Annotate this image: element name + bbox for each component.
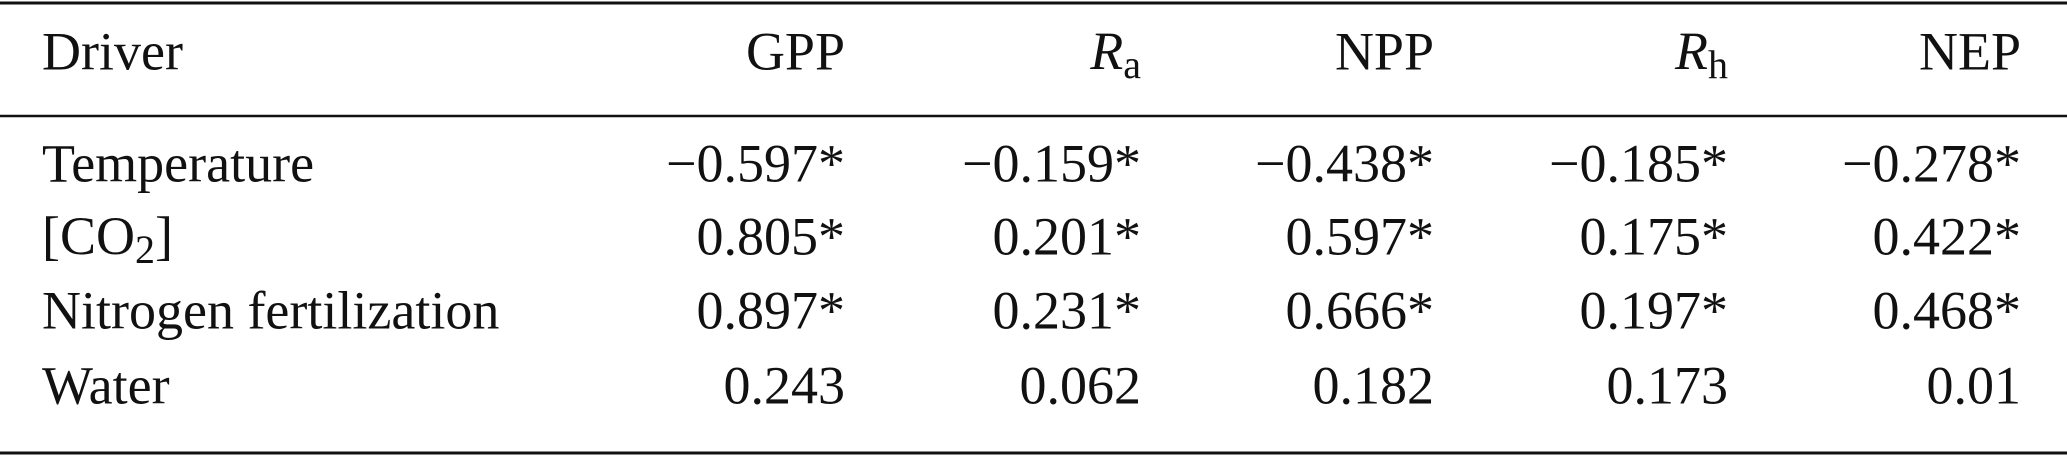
column-header: Ra (1089, 21, 1141, 87)
cell-value: 0.243 (724, 355, 846, 415)
column-header: NPP (1335, 21, 1434, 81)
cell-value: 0.422* (1873, 206, 2022, 266)
cell-value: 0.201* (993, 206, 1142, 266)
cell-value: 0.597* (1286, 206, 1435, 266)
row-label: Nitrogen fertilization (42, 280, 499, 340)
row-label: [CO2] (42, 206, 173, 272)
cell-value: 0.01 (1927, 355, 2022, 415)
cell-value: −0.159* (962, 133, 1141, 193)
text-part: a (1123, 42, 1141, 87)
row-label: Water (42, 355, 170, 415)
cell-value: 0.805* (697, 206, 846, 266)
cell-value: 0.197* (1580, 280, 1729, 340)
text-part: R (1089, 21, 1123, 81)
cell-value: 0.175* (1580, 206, 1729, 266)
cell-value: 0.173 (1607, 355, 1729, 415)
text-part: ] (155, 206, 173, 266)
cell-value: −0.438* (1255, 133, 1434, 193)
text-part: [CO (42, 206, 135, 266)
cell-value: 0.231* (993, 280, 1142, 340)
cell-value: 0.897* (697, 280, 846, 340)
text-part: R (1674, 21, 1708, 81)
cell-value: −0.278* (1842, 133, 2021, 193)
row-label: Temperature (42, 133, 314, 193)
cell-value: 0.062 (1020, 355, 1142, 415)
cell-value: −0.185* (1549, 133, 1728, 193)
column-header: Rh (1674, 21, 1728, 87)
cell-value: 0.666* (1286, 280, 1435, 340)
cell-value: −0.597* (666, 133, 845, 193)
text-part: h (1708, 42, 1728, 87)
column-header: NEP (1919, 21, 2021, 81)
cell-value: 0.182 (1313, 355, 1435, 415)
text-part: 2 (135, 227, 155, 272)
column-header: Driver (42, 21, 183, 81)
column-header: GPP (746, 21, 845, 81)
cell-value: 0.468* (1873, 280, 2022, 340)
